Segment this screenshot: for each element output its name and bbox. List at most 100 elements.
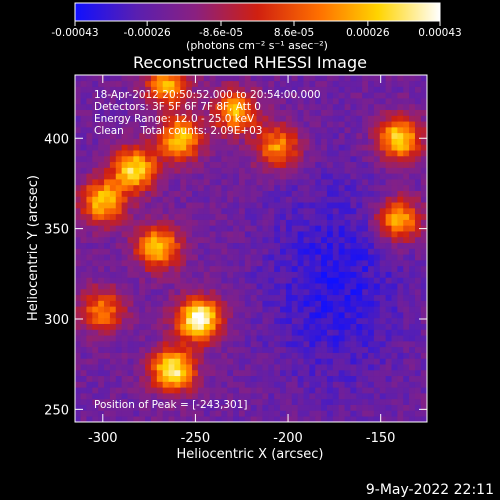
heatmap-cell <box>168 75 176 82</box>
heatmap-cell <box>92 311 99 319</box>
heatmap-cell <box>256 225 264 232</box>
heatmap-cell <box>80 132 88 139</box>
heatmap-cell <box>297 207 305 215</box>
heatmap-cell <box>139 75 146 82</box>
heatmap-cell <box>297 363 305 371</box>
heatmap-cell <box>227 358 234 365</box>
heatmap-cell <box>115 115 123 122</box>
heatmap-cell <box>362 398 369 405</box>
heatmap-cell <box>109 340 117 348</box>
heatmap-cell <box>303 109 310 116</box>
heatmap-cell <box>86 155 93 163</box>
heatmap-cell <box>350 300 357 307</box>
heatmap-cell <box>373 323 381 330</box>
heatmap-cell <box>209 115 217 122</box>
heatmap-cell <box>238 288 246 296</box>
heatmap-cell <box>409 306 416 313</box>
heatmap-cell <box>209 120 217 128</box>
heatmap-cell <box>80 201 88 209</box>
heatmap-cell <box>192 288 199 296</box>
heatmap-cell <box>274 346 281 353</box>
heatmap-cell <box>250 253 258 261</box>
heatmap-cell <box>215 271 222 278</box>
heatmap-cell <box>203 149 211 157</box>
heatmap-cell <box>156 219 164 226</box>
heatmap-cell <box>321 334 328 342</box>
heatmap-cell <box>127 149 134 157</box>
heatmap-cell <box>86 352 93 359</box>
heatmap-cell <box>86 190 93 197</box>
heatmap-cell <box>321 398 328 405</box>
heatmap-cell <box>326 92 334 99</box>
heatmap-cell <box>256 201 264 209</box>
heatmap-cell <box>150 173 158 180</box>
heatmap-cell <box>168 126 176 134</box>
heatmap-cell <box>414 213 422 220</box>
heatmap-cell <box>420 126 427 134</box>
heatmap-cell <box>186 259 193 267</box>
heatmap-cell <box>238 144 246 151</box>
heatmap-cell <box>168 236 176 244</box>
heatmap-cell <box>80 248 88 255</box>
heatmap-cell <box>250 369 258 377</box>
heatmap-cell <box>145 178 152 186</box>
heatmap-cell <box>221 190 228 197</box>
heatmap-cell <box>238 92 246 99</box>
heatmap-cell <box>385 253 393 261</box>
heatmap-cell <box>338 178 346 186</box>
heatmap-cell <box>133 120 140 128</box>
heatmap-cell <box>92 375 99 382</box>
heatmap-cell <box>280 329 287 336</box>
heatmap-cell <box>215 248 222 255</box>
heatmap-cell <box>285 363 293 371</box>
heatmap-cell <box>326 173 334 180</box>
heatmap-cell <box>291 306 299 313</box>
x-tick-label: -300 <box>88 431 118 446</box>
heatmap-cell <box>268 236 275 244</box>
heatmap-cell <box>250 184 258 191</box>
heatmap-cell <box>309 103 316 110</box>
heatmap-cell <box>326 410 334 417</box>
heatmap-cell <box>268 410 275 417</box>
heatmap-cell <box>397 294 404 301</box>
heatmap-cell <box>238 375 246 382</box>
heatmap-cell <box>127 86 134 93</box>
heatmap-cell <box>80 375 88 382</box>
heatmap-cell <box>385 236 393 244</box>
heatmap-cell <box>321 282 328 290</box>
heatmap-cell <box>373 103 381 110</box>
heatmap-cell <box>139 346 146 353</box>
heatmap-cell <box>156 230 164 238</box>
heatmap-cell <box>98 97 105 105</box>
heatmap-cell <box>326 375 334 382</box>
heatmap-cell <box>385 178 393 186</box>
heatmap-cell <box>109 75 117 82</box>
heatmap-cell <box>397 277 404 284</box>
heatmap-cell <box>403 155 410 163</box>
heatmap-cell <box>133 317 140 324</box>
heatmap-cell <box>75 306 82 313</box>
heatmap-cell <box>256 190 264 197</box>
heatmap-cell <box>104 294 111 301</box>
heatmap-cell <box>186 317 193 324</box>
heatmap-cell <box>268 230 275 238</box>
heatmap-cell <box>368 149 375 157</box>
heatmap-cell <box>326 381 334 388</box>
heatmap-cell <box>86 404 93 411</box>
heatmap-cell <box>109 184 117 191</box>
heatmap-cell <box>297 265 305 272</box>
heatmap-cell <box>174 75 181 82</box>
heatmap-cell <box>92 265 99 272</box>
heatmap-cell <box>291 329 299 336</box>
heatmap-cell <box>350 132 357 139</box>
heatmap-cell <box>362 155 369 163</box>
heatmap-cell <box>368 225 375 232</box>
colorbar-tick-label: 0.00026 <box>346 27 390 39</box>
heatmap-cell <box>109 248 117 255</box>
heatmap-cell <box>98 144 105 151</box>
heatmap-cell <box>321 97 328 105</box>
heatmap-cell <box>244 340 252 348</box>
heatmap-cell <box>150 311 158 319</box>
heatmap-cell <box>309 97 316 105</box>
heatmap-cell <box>291 230 299 238</box>
